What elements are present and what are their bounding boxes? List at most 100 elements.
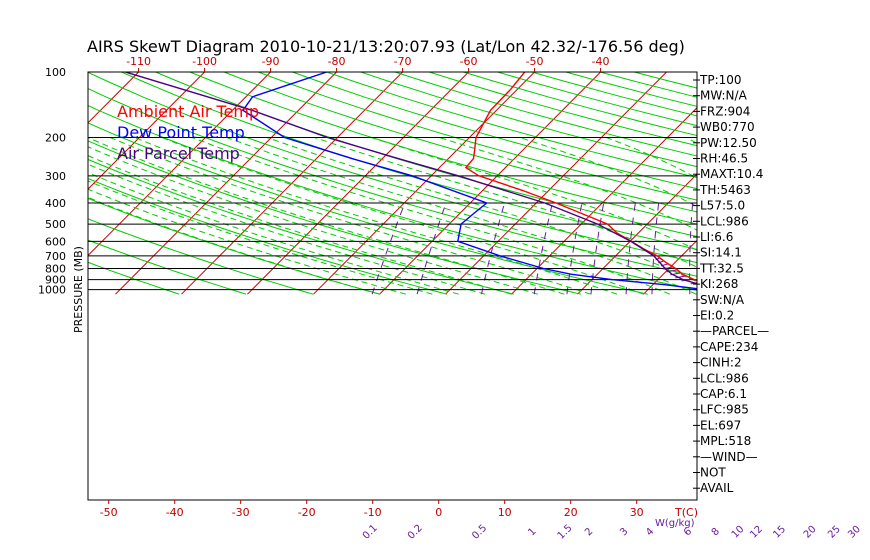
bottom-temp-tick-label: 0: [435, 506, 442, 519]
index-label: L57:5.0: [700, 199, 745, 213]
y-axis-label: PRESSURE (MB): [72, 246, 85, 333]
pressure-tick-label: 100: [45, 66, 66, 79]
pressure-tick-label: 600: [45, 235, 66, 248]
index-label: NOT: [700, 466, 726, 480]
index-label: —PARCEL—: [700, 324, 769, 338]
moist-adiabat: [226, 137, 697, 295]
legend: Ambient Air Temp Dew Point Temp Air Parc…: [117, 102, 259, 163]
moist-adiabat: [161, 137, 644, 295]
index-label: LI:6.6: [700, 230, 733, 244]
index-label: MW:N/A: [700, 89, 748, 103]
mixing-ratio-line: [841, 203, 856, 294]
mixing-ratio-line: [481, 202, 506, 295]
bottom-temp-tick-label: -20: [298, 506, 316, 519]
mixing-ratio-line: [590, 202, 605, 295]
index-label: FRZ:904: [700, 104, 750, 118]
isotherm-line: [775, 72, 870, 294]
index-label: LFC:985: [700, 403, 749, 417]
index-label: EI:0.2: [700, 309, 734, 323]
dry-adiabat: [88, 261, 180, 295]
isotherm-line: [88, 72, 271, 257]
bottom-temp-tick-label: -50: [100, 506, 118, 519]
mixing-ratio-tick-label: 30: [846, 524, 863, 541]
legend-parcel: Air Parcel Temp: [117, 144, 240, 163]
index-label: LCL:986: [700, 214, 749, 228]
parcel-temp-line: [125, 72, 697, 285]
index-label: —WIND—: [700, 450, 758, 464]
dry-adiabat: [292, 72, 697, 190]
cape-hatch-line: [675, 275, 687, 279]
index-label: AVAIL: [700, 481, 734, 495]
index-label: SW:N/A: [700, 293, 745, 307]
isotherm-line: [511, 107, 697, 295]
isotherm-line: [643, 239, 697, 295]
dry-adiabat: [88, 140, 581, 295]
dry-adiabat: [326, 72, 697, 179]
mixing-ratio-line: [775, 203, 782, 294]
top-temp-tick-label: -100: [192, 55, 217, 68]
index-label: CINH:2: [700, 356, 742, 370]
index-label: TH:5463: [699, 183, 751, 197]
mixing-ratio-tick-label: 0.5: [470, 523, 489, 542]
moist-adiabat: [88, 172, 459, 295]
index-label: RH:46.5: [700, 152, 748, 166]
moist-adiabat: [88, 163, 486, 295]
moist-adiabat: [110, 137, 591, 295]
dry-adiabat: [88, 105, 697, 291]
moist-adiabat: [266, 137, 697, 283]
mixing-ratio-tick-label: 1: [526, 526, 538, 538]
bottom-temp-tick-label: -10: [364, 506, 382, 519]
plot-frame: [87, 71, 698, 501]
top-temp-tick-label: -90: [262, 55, 280, 68]
chart-title: AIRS SkewT Diagram 2010-10-21/13:20:07.9…: [87, 37, 685, 56]
index-label: WB0:770: [700, 120, 755, 134]
mixing-ratio-tick-label: 25: [826, 524, 843, 541]
ambient-temp-line: [464, 72, 697, 282]
pressure-tick-label: 800: [45, 263, 66, 276]
legend-ambient: Ambient Air Temp: [117, 102, 259, 121]
top-temp-tick-label: -80: [328, 55, 346, 68]
moist-adiabat: [88, 188, 407, 295]
mixing-ratio-line: [802, 203, 812, 294]
pressure-tick-label: 200: [45, 132, 66, 145]
moist-adiabat: [88, 180, 433, 295]
mixing-ratio-tick-label: 0.2: [406, 523, 425, 542]
mixing-ratio-tick-label: 8: [710, 526, 722, 538]
dry-adiabat: [88, 197, 381, 295]
dry-adiabat: [258, 72, 697, 201]
index-label: SI:14.1: [700, 246, 742, 260]
dry-adiabat: [634, 72, 697, 89]
mixing-ratio-line: [416, 202, 447, 295]
sounding-profiles: [125, 72, 697, 290]
index-label: CAP:6.1: [700, 387, 747, 401]
moist-adiabat: [88, 155, 512, 295]
index-label: EL:697: [700, 418, 741, 432]
index-label: MPL:518: [700, 434, 751, 448]
bottom-temp-tick-label: 20: [564, 506, 578, 519]
mixing-ratio-tick-label: 2: [583, 526, 595, 538]
isotherm-line: [445, 72, 667, 295]
mixing-ratio-tick-label: 0.1: [361, 523, 380, 542]
grid-lines: [0, 72, 870, 295]
dry-adiabat: [88, 88, 697, 277]
moist-adiabat: [134, 137, 618, 295]
isotherm-line: [115, 72, 337, 295]
pressure-tick-label: 400: [45, 197, 66, 210]
bottom-temp-tick-label: -30: [232, 506, 250, 519]
moist-adiabat: [88, 137, 565, 295]
top-temp-tick-label: -110: [126, 55, 151, 68]
top-temp-tick-label: -40: [592, 55, 610, 68]
dry-adiabat: [360, 72, 697, 168]
index-label: LCL:986: [700, 371, 749, 385]
plot-border: [87, 71, 698, 501]
isotherm-line: [0, 72, 7, 294]
mixing-ratio-tick-label: 1.5: [556, 523, 575, 542]
isotherm-line: [313, 72, 535, 295]
mixing-ratio-unit-label: W(g/kg): [655, 518, 695, 529]
moist-adiabat: [439, 137, 697, 231]
dry-adiabat: [88, 122, 648, 295]
index-label: TT:32.5: [699, 261, 744, 275]
isotherm-line: [379, 72, 601, 295]
top-temp-tick-label: -70: [394, 55, 412, 68]
